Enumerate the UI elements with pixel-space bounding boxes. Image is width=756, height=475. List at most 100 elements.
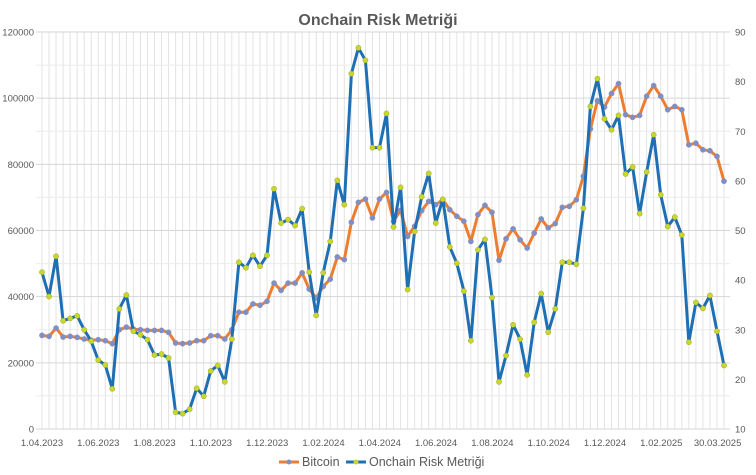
risk-metric-point bbox=[102, 362, 109, 368]
risk-metric-point bbox=[285, 216, 291, 223]
risk-metric-point bbox=[264, 252, 270, 259]
risk-metric-point bbox=[179, 410, 186, 417]
bitcoin-point bbox=[264, 298, 270, 305]
risk-metric-point bbox=[397, 184, 404, 191]
risk-metric-point bbox=[538, 290, 545, 297]
bitcoin-point bbox=[566, 203, 573, 210]
left-axis-tick-label: 80000 bbox=[8, 160, 34, 171]
bitcoin-point bbox=[524, 245, 530, 251]
x-axis-tick-label: 1.12.2024 bbox=[584, 438, 626, 449]
risk-metric-point bbox=[257, 263, 263, 270]
risk-metric-point bbox=[573, 261, 580, 268]
bitcoin-point bbox=[685, 141, 692, 148]
bitcoin-point bbox=[250, 301, 256, 307]
bitcoin-point bbox=[707, 147, 713, 154]
bitcoin-point bbox=[468, 238, 474, 245]
bitcoin-point bbox=[510, 225, 516, 232]
risk-metric-point bbox=[453, 260, 460, 267]
risk-metric-point bbox=[306, 269, 313, 276]
bitcoin-point bbox=[123, 324, 130, 330]
legend-marker-risk bbox=[353, 459, 359, 465]
x-axis-tick-label: 1.06.2024 bbox=[415, 438, 457, 449]
axes: 0 20000 40000 60000 80000 100000 120000 10 20 30 4… bbox=[2, 28, 745, 450]
bitcoin-point bbox=[109, 340, 116, 347]
risk-metric-point bbox=[271, 185, 277, 192]
bitcoin-point bbox=[545, 225, 552, 231]
left-axis-tick-label: 60000 bbox=[8, 226, 34, 237]
risk-metric-point bbox=[137, 331, 144, 338]
x-axis-tick-label: 1.08.2024 bbox=[471, 438, 513, 449]
risk-metric-point bbox=[172, 409, 179, 415]
left-axis-tick-label: 40000 bbox=[8, 292, 34, 303]
risk-metric-point bbox=[411, 228, 418, 235]
bitcoin-point bbox=[714, 153, 720, 160]
risk-metric-point bbox=[615, 112, 622, 119]
bitcoin-point bbox=[144, 327, 151, 334]
risk-metric-point bbox=[524, 372, 530, 378]
bitcoin-point bbox=[446, 206, 453, 213]
risk-metric-point bbox=[95, 357, 102, 363]
bitcoin-point bbox=[425, 198, 432, 205]
bitcoin-point bbox=[482, 202, 488, 209]
left-axis-tick-label: 100000 bbox=[2, 94, 34, 105]
risk-metric-point bbox=[60, 317, 66, 324]
bitcoin-point bbox=[334, 254, 341, 260]
right-axis-tick-label: 90 bbox=[735, 28, 746, 39]
risk-metric-point bbox=[552, 306, 559, 312]
legend: Bitcoin Onchain Risk Metriği bbox=[279, 455, 484, 469]
risk-metric-point bbox=[432, 220, 439, 226]
risk-metric-point bbox=[186, 406, 193, 412]
left-axis-tick-label: 20000 bbox=[8, 358, 34, 369]
risk-metric-point bbox=[594, 75, 601, 82]
risk-metric-point bbox=[341, 201, 348, 208]
risk-metric-point bbox=[685, 339, 692, 346]
risk-metric-point bbox=[39, 269, 45, 276]
risk-metric-point bbox=[165, 355, 172, 361]
risk-metric-point bbox=[418, 193, 425, 200]
bitcoin-point bbox=[376, 196, 383, 202]
bitcoin-point bbox=[608, 90, 615, 97]
risk-metric-point bbox=[130, 328, 137, 335]
risk-metric-point bbox=[207, 368, 214, 374]
bitcoin-point bbox=[664, 106, 671, 113]
bitcoin-point bbox=[257, 302, 263, 309]
risk-metric-point bbox=[123, 292, 130, 298]
risk-metric-point bbox=[425, 170, 432, 177]
risk-metric-point bbox=[292, 222, 298, 229]
risk-metric-point bbox=[566, 259, 573, 266]
bitcoin-point bbox=[721, 178, 727, 185]
bitcoin-point bbox=[622, 111, 629, 118]
right-axis-tick-label: 80 bbox=[735, 77, 746, 88]
risk-metric-point bbox=[446, 244, 453, 250]
risk-metric-point bbox=[587, 103, 594, 110]
x-axis-tick-label: 1.12.2023 bbox=[246, 438, 288, 449]
risk-metric-point bbox=[53, 253, 59, 260]
risk-metric-point bbox=[109, 385, 116, 392]
bitcoin-point bbox=[650, 82, 657, 89]
bitcoin-point bbox=[629, 114, 636, 121]
bitcoin-point bbox=[172, 340, 179, 346]
risk-metric-point bbox=[608, 126, 615, 133]
bitcoin-point bbox=[503, 235, 509, 242]
bitcoin-point bbox=[594, 97, 601, 104]
bitcoin-point bbox=[678, 106, 685, 113]
bitcoin-point bbox=[573, 196, 580, 203]
risk-metric-point bbox=[404, 286, 411, 293]
x-axis-tick-label: 1.08.2023 bbox=[133, 438, 175, 449]
risk-metric-point bbox=[559, 259, 566, 266]
risk-metric-point bbox=[671, 214, 678, 220]
bitcoin-point bbox=[236, 309, 242, 316]
risk-metric-point bbox=[636, 210, 643, 217]
risk-metric-point bbox=[348, 70, 355, 77]
bitcoin-point bbox=[74, 334, 81, 341]
risk-metric-point bbox=[81, 326, 88, 333]
risk-metric-point bbox=[629, 164, 636, 170]
risk-metric-point bbox=[664, 223, 671, 230]
risk-metric-point bbox=[67, 315, 73, 322]
risk-metric-point bbox=[601, 115, 608, 122]
risk-metric-point bbox=[221, 379, 228, 385]
risk-metric-point bbox=[200, 393, 207, 400]
bitcoin-point bbox=[496, 257, 502, 264]
